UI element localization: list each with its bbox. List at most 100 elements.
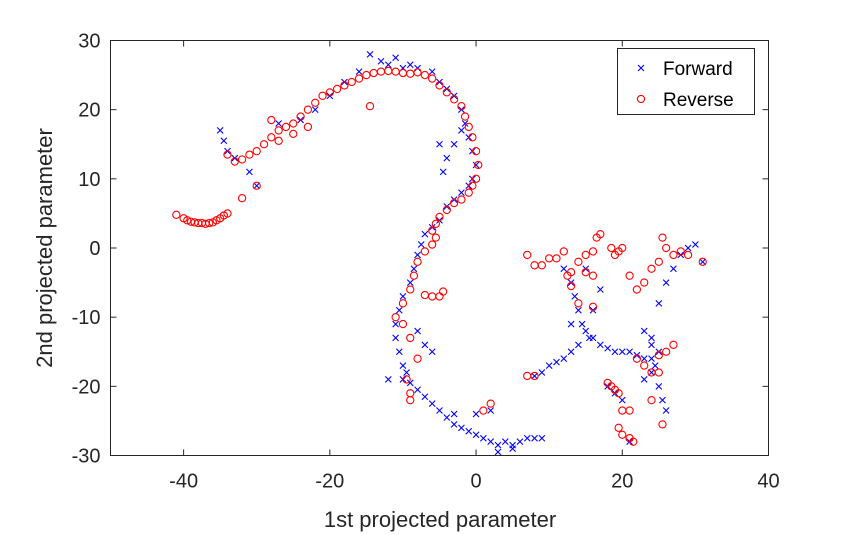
reverse-point — [581, 268, 590, 277]
forward-point — [355, 68, 363, 76]
reverse-point — [588, 271, 598, 280]
forward-point — [618, 396, 626, 404]
forward-point — [648, 334, 655, 342]
forward-point — [640, 355, 648, 363]
reverse-point — [449, 95, 459, 104]
reverse-point — [406, 285, 415, 294]
forward-point — [582, 327, 590, 335]
forward-point — [428, 68, 436, 76]
reverse-point — [629, 437, 638, 446]
legend-label-reverse: Reverse — [663, 90, 734, 111]
reverse-point — [442, 88, 451, 97]
reverse-point — [607, 243, 616, 253]
forward-point — [392, 54, 400, 62]
reverse-point — [237, 194, 247, 203]
reverse-point — [289, 119, 298, 128]
forward-point — [655, 299, 663, 307]
forward-point — [414, 386, 421, 394]
reverse-point — [625, 271, 634, 280]
forward-point — [651, 362, 659, 369]
reverse-point — [428, 226, 437, 235]
forward-point — [578, 320, 586, 328]
reverse-point — [464, 122, 473, 132]
reverse-point — [559, 247, 568, 256]
reverse-point — [172, 210, 181, 219]
forward-point — [670, 265, 677, 273]
forward-point — [450, 420, 458, 428]
reverse-point — [347, 77, 356, 87]
reverse-point — [205, 218, 214, 228]
reverse-point — [486, 399, 495, 408]
forward-point — [443, 154, 451, 162]
y-axis-ticks: -30 -20 -10 0 10 20 30 — [72, 31, 769, 468]
reverse-point — [325, 88, 334, 97]
forward-point — [531, 372, 538, 380]
forward-point — [553, 358, 560, 366]
forward-point — [399, 362, 407, 369]
forward-point — [399, 293, 407, 300]
forward-point — [662, 279, 670, 286]
reverse-point — [245, 150, 254, 159]
reverse-point — [274, 126, 283, 135]
forward-point — [648, 369, 655, 376]
reverse-point — [354, 74, 364, 83]
forward-point — [428, 348, 436, 356]
forward-point — [640, 327, 648, 335]
forward-point — [494, 441, 502, 449]
y-tick-label: -10 — [72, 307, 101, 329]
legend: Forward Reverse — [617, 48, 755, 115]
reverse-point — [640, 278, 649, 287]
forward-point — [406, 61, 414, 69]
reverse-point — [614, 423, 623, 432]
reverse-point — [658, 233, 667, 242]
reverse-point — [267, 115, 276, 125]
forward-point — [458, 127, 465, 134]
reverse-point — [428, 240, 437, 249]
forward-point — [509, 445, 516, 452]
forward-point — [567, 348, 575, 356]
reverse-point — [588, 302, 598, 311]
reverse-point — [468, 181, 477, 190]
legend-box — [617, 48, 755, 115]
reverse-point — [468, 133, 477, 142]
y-tick-label: 30 — [78, 31, 100, 53]
forward-point — [538, 434, 546, 442]
reverse-point — [413, 354, 422, 363]
reverse-point — [698, 257, 707, 266]
reverse-point — [332, 84, 342, 94]
reverse-point — [632, 354, 642, 363]
forward-point — [596, 286, 604, 293]
forward-point — [487, 407, 495, 414]
reverse-point — [435, 292, 444, 301]
reverse-point — [596, 230, 605, 239]
reverse-point — [398, 299, 408, 308]
reverse-point — [588, 247, 598, 256]
forward-point — [516, 438, 524, 446]
forward-point — [421, 230, 429, 238]
forward-point — [436, 407, 443, 414]
reverse-point — [676, 247, 685, 256]
forward-point — [501, 438, 509, 446]
forward-point — [414, 251, 421, 259]
reverse-point — [230, 157, 239, 166]
reverse-point — [581, 250, 590, 260]
reverse-point — [435, 81, 444, 90]
x-tick-label: -20 — [315, 471, 344, 493]
forward-point — [414, 327, 421, 335]
reverse-point — [523, 250, 532, 260]
forward-point — [395, 306, 403, 314]
forward-point — [575, 341, 582, 349]
reverse-point — [471, 174, 481, 183]
reverse-point — [449, 198, 459, 208]
reverse-point — [464, 188, 473, 197]
forward-point — [662, 407, 670, 414]
reverse-point — [523, 371, 532, 381]
forward-point — [406, 379, 414, 387]
forward-point — [571, 293, 579, 300]
forward-point — [450, 410, 458, 418]
reverse-point — [658, 420, 667, 429]
forward-point — [596, 341, 604, 349]
reverse-point — [303, 105, 313, 114]
legend-label-forward: Forward — [663, 59, 733, 80]
